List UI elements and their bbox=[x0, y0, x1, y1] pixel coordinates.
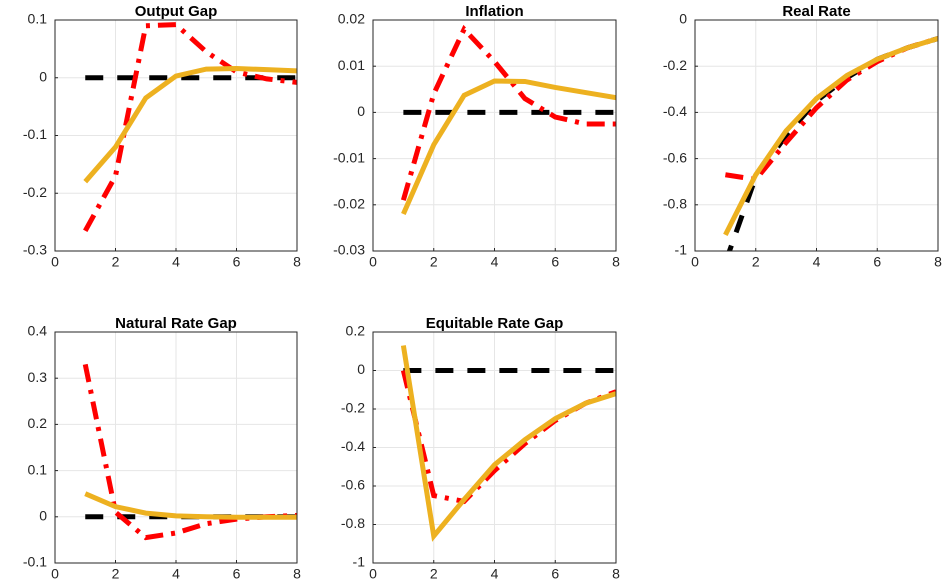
x-tick-label: 8 bbox=[612, 566, 620, 582]
y-tick-label: 0.3 bbox=[28, 369, 48, 385]
y-tick-label: 0.1 bbox=[28, 11, 48, 27]
y-tick-label: -0.01 bbox=[333, 149, 365, 165]
series-line bbox=[723, 36, 938, 236]
x-tick-label: 6 bbox=[551, 254, 559, 270]
series-line bbox=[400, 345, 616, 542]
x-tick-label: 2 bbox=[112, 254, 120, 270]
y-tick-label: -0.1 bbox=[23, 554, 47, 570]
series-line bbox=[401, 78, 616, 216]
subplot: -1 -0.8 -0.6 -0.4 -0.2 0 0.2 0 2 4 6 8 Equitable Rat… bbox=[341, 315, 620, 582]
x-tick-label: 6 bbox=[233, 254, 241, 270]
subplot-title: Inflation bbox=[465, 3, 523, 20]
subplot: -1 -0.8 -0.6 -0.4 -0.2 0 0 2 4 6 8 Real Rate bbox=[663, 3, 942, 270]
y-tick-label: 0 bbox=[39, 68, 47, 84]
subplot-title: Output Gap bbox=[135, 3, 218, 20]
y-tick-label: -0.8 bbox=[663, 196, 687, 212]
subplot-title: Real Rate bbox=[782, 3, 850, 20]
subplot: -0.03 -0.02 -0.01 0 0.01 0.02 0 2 4 6 8 Inflation bbox=[333, 3, 620, 270]
y-tick-label: -0.3 bbox=[23, 242, 47, 258]
x-tick-label: 4 bbox=[813, 254, 821, 270]
x-tick-label: 4 bbox=[172, 254, 180, 270]
y-tick-label: -0.2 bbox=[341, 400, 365, 416]
x-tick-label: 0 bbox=[51, 254, 59, 270]
y-tick-label: -0.4 bbox=[341, 438, 365, 454]
y-tick-label: 0 bbox=[39, 508, 47, 524]
x-tick-label: 2 bbox=[752, 254, 760, 270]
y-tick-label: -0.6 bbox=[341, 477, 365, 493]
axes-box bbox=[694, 19, 939, 252]
x-tick-label: 0 bbox=[691, 254, 699, 270]
axes-box bbox=[54, 19, 298, 252]
series-line bbox=[83, 22, 297, 232]
x-tick-label: 8 bbox=[293, 254, 301, 270]
y-tick-label: -0.8 bbox=[341, 515, 365, 531]
y-tick-label: 0.1 bbox=[28, 461, 48, 477]
y-tick-label: -0.1 bbox=[23, 126, 47, 142]
x-tick-label: 6 bbox=[873, 254, 881, 270]
y-tick-label: -0.03 bbox=[333, 242, 365, 258]
x-tick-label: 6 bbox=[551, 566, 559, 582]
y-tick-label: 0.2 bbox=[28, 415, 48, 431]
series-line bbox=[83, 66, 297, 184]
x-tick-label: 2 bbox=[430, 566, 438, 582]
subplot-title: Natural Rate Gap bbox=[115, 315, 237, 332]
x-tick-label: 8 bbox=[293, 566, 301, 582]
y-tick-label: -0.6 bbox=[663, 149, 687, 165]
y-tick-label: 0 bbox=[357, 361, 365, 377]
y-tick-label: -0.2 bbox=[663, 57, 687, 73]
x-tick-label: 0 bbox=[369, 254, 377, 270]
y-tick-label: -1 bbox=[353, 554, 366, 570]
x-tick-label: 8 bbox=[612, 254, 620, 270]
axes-box bbox=[372, 331, 617, 564]
x-tick-label: 4 bbox=[491, 566, 499, 582]
x-tick-label: 4 bbox=[491, 254, 499, 270]
x-tick-label: 2 bbox=[112, 566, 120, 582]
x-tick-label: 0 bbox=[369, 566, 377, 582]
subplot: -0.3 -0.2 -0.1 0 0.1 0 2 4 6 8 Output Gap bbox=[23, 3, 301, 270]
x-tick-label: 8 bbox=[934, 254, 942, 270]
y-tick-label: -1 bbox=[675, 242, 688, 258]
y-tick-label: 0.4 bbox=[28, 323, 48, 339]
y-tick-label: 0.01 bbox=[338, 57, 365, 73]
axes-box bbox=[54, 331, 298, 564]
subplot-title: Equitable Rate Gap bbox=[426, 315, 564, 332]
y-tick-label: 0 bbox=[357, 103, 365, 119]
x-tick-label: 4 bbox=[172, 566, 180, 582]
y-tick-label: 0.2 bbox=[346, 323, 366, 339]
series-line bbox=[400, 24, 616, 201]
x-tick-label: 0 bbox=[51, 566, 59, 582]
y-tick-label: 0.02 bbox=[338, 11, 365, 27]
axes-box bbox=[372, 19, 617, 252]
y-tick-label: -0.02 bbox=[333, 196, 365, 212]
y-tick-label: 0 bbox=[679, 11, 687, 27]
x-tick-label: 2 bbox=[430, 254, 438, 270]
x-tick-label: 6 bbox=[233, 566, 241, 582]
series-line bbox=[84, 491, 297, 520]
y-tick-label: -0.2 bbox=[23, 184, 47, 200]
y-tick-label: -0.4 bbox=[663, 103, 687, 119]
